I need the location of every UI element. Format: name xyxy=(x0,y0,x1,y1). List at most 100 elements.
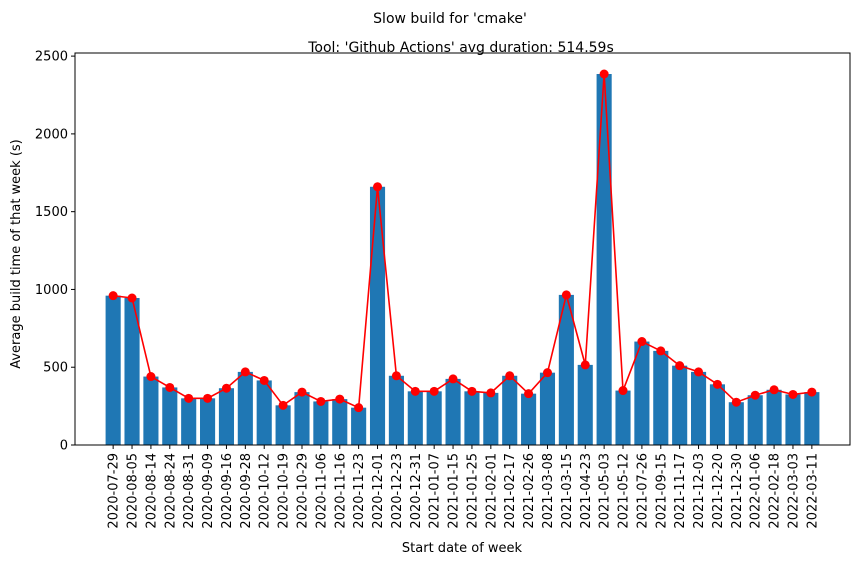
x-tick-label: 2020-08-14 xyxy=(144,453,159,529)
x-tick-label: 2022-01-06 xyxy=(749,453,764,529)
bar xyxy=(558,294,574,445)
x-tick-label: 2022-03-11 xyxy=(805,453,820,529)
line-point xyxy=(373,182,383,192)
x-tick-label: 2021-05-03 xyxy=(598,453,613,529)
line-point xyxy=(599,69,609,79)
line-point xyxy=(788,389,798,399)
bar xyxy=(691,371,707,445)
x-tick-label: 2020-09-09 xyxy=(201,453,216,529)
bar xyxy=(407,391,423,445)
x-tick-label: 2020-10-19 xyxy=(277,453,292,529)
line-point xyxy=(505,371,515,381)
bar xyxy=(369,186,386,445)
bar xyxy=(483,392,499,445)
bar xyxy=(766,389,782,445)
bar xyxy=(672,365,688,445)
line-point xyxy=(259,375,269,385)
x-tick-label: 2022-03-03 xyxy=(786,453,801,529)
bar xyxy=(596,74,612,445)
bar xyxy=(351,407,367,445)
bar xyxy=(275,405,291,445)
line-point xyxy=(278,400,288,410)
line-point xyxy=(240,367,250,377)
bar xyxy=(143,376,159,445)
x-tick-label: 2021-03-15 xyxy=(560,453,575,529)
x-tick-label: 2021-01-07 xyxy=(428,453,443,529)
bar xyxy=(709,384,725,445)
x-tick-label: 2020-11-16 xyxy=(333,453,348,529)
x-tick-label: 2021-11-17 xyxy=(673,453,688,529)
x-tick-label: 2021-02-17 xyxy=(503,453,518,529)
x-tick-label: 2020-12-23 xyxy=(390,453,405,529)
line-point xyxy=(221,383,231,393)
x-tick-label: 2020-08-31 xyxy=(182,453,197,529)
line-point xyxy=(165,382,175,392)
line-point xyxy=(486,388,496,398)
line-point xyxy=(467,386,477,396)
y-tick-label: 0 xyxy=(60,439,68,454)
x-tick-label: 2022-02-18 xyxy=(768,453,783,529)
line-point xyxy=(712,379,722,389)
x-tick-label: 2020-12-01 xyxy=(371,453,386,529)
x-tick-label: 2020-08-24 xyxy=(163,453,178,529)
chart-title: Tool: 'Github Actions' avg duration: 514… xyxy=(307,40,614,56)
x-tick-label: 2021-05-12 xyxy=(617,453,632,529)
line-point xyxy=(524,389,534,399)
bar xyxy=(747,395,763,445)
x-tick-label: 2021-12-03 xyxy=(692,453,707,529)
x-tick-label: 2020-12-31 xyxy=(409,453,424,529)
bar xyxy=(785,394,801,445)
bar xyxy=(162,387,178,445)
bar xyxy=(124,298,140,445)
line-point xyxy=(675,361,685,371)
line-point xyxy=(694,367,704,377)
x-tick-label: 2021-04-23 xyxy=(579,453,594,529)
line-point xyxy=(542,368,552,378)
bar xyxy=(313,401,329,445)
line-point xyxy=(354,403,364,413)
bar xyxy=(237,371,253,445)
y-axis-label: Average build time of that week (s) xyxy=(9,139,24,369)
line-point xyxy=(316,396,326,406)
line-point xyxy=(391,371,401,381)
axes-layer: 0 500 1000 1500 2000 2500 2020-07-29 2020-08-05… xyxy=(35,50,851,529)
line-point xyxy=(731,397,741,407)
x-axis-label: Start date of week xyxy=(402,541,523,556)
line-point xyxy=(335,394,345,404)
x-tick-label: 2021-12-30 xyxy=(730,453,745,529)
line-point xyxy=(297,387,307,397)
x-tick-label: 2020-08-05 xyxy=(126,453,141,529)
bar xyxy=(294,392,310,445)
bar xyxy=(728,402,744,445)
bars-layer xyxy=(105,74,820,445)
line-point xyxy=(146,372,156,382)
line-point xyxy=(203,393,213,403)
x-tick-label: 2020-10-12 xyxy=(258,453,273,529)
y-tick-label: 1000 xyxy=(35,283,68,298)
y-tick-label: 1500 xyxy=(35,205,68,220)
line-point xyxy=(750,390,760,400)
x-tick-label: 2021-01-25 xyxy=(465,453,480,529)
bar xyxy=(804,392,820,445)
y-tick-label: 2500 xyxy=(35,50,68,65)
x-tick-label: 2021-02-26 xyxy=(522,453,537,529)
x-tick-label: 2021-01-15 xyxy=(447,453,462,529)
x-tick-label: 2021-07-26 xyxy=(635,453,650,529)
line-point xyxy=(184,393,194,403)
line-point xyxy=(127,293,137,303)
line-layer xyxy=(108,69,817,413)
bar xyxy=(521,393,537,445)
line-point xyxy=(410,386,420,396)
x-tick-label: 2020-09-16 xyxy=(220,453,235,529)
chart-suptitle: Slow build for 'cmake' xyxy=(373,11,527,27)
bar xyxy=(105,295,121,445)
bar xyxy=(577,364,593,445)
bar xyxy=(539,372,556,445)
line-point xyxy=(448,374,458,384)
x-tick-label: 2020-09-28 xyxy=(239,453,254,529)
x-tick-label: 2021-09-15 xyxy=(654,453,669,529)
line-point xyxy=(580,360,590,370)
x-tick-label: 2021-02-01 xyxy=(484,453,499,529)
line-point xyxy=(637,337,647,347)
bar xyxy=(445,378,461,445)
